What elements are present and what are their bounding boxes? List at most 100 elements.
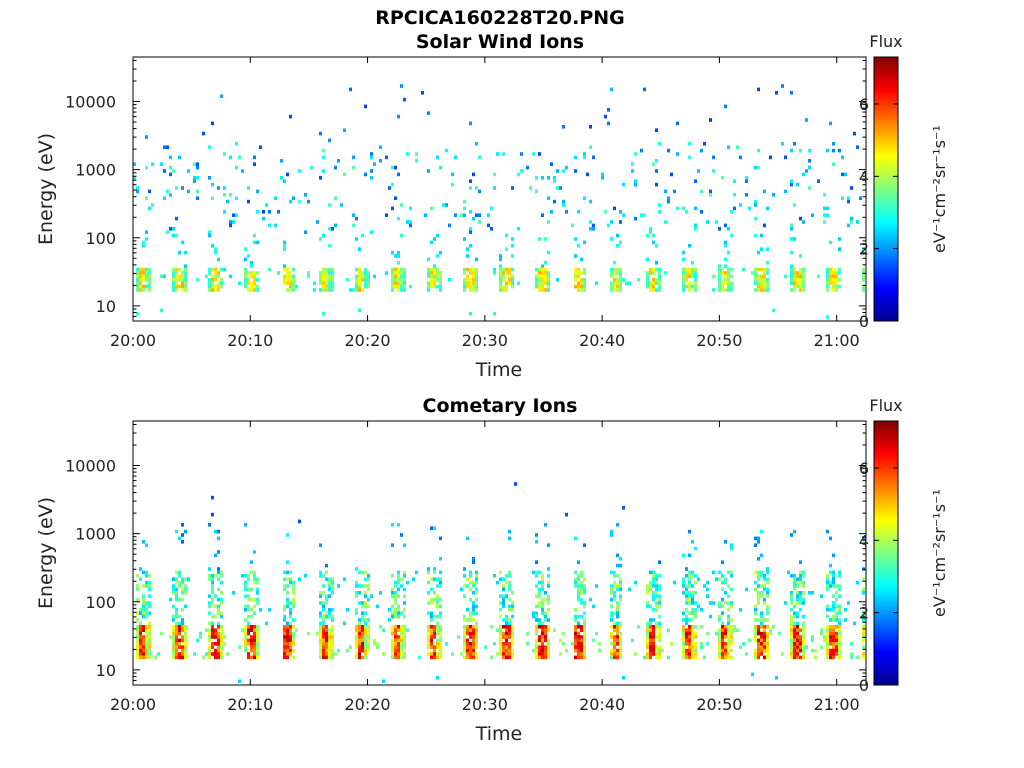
heatmap-cell — [427, 271, 430, 275]
heatmap-cell — [469, 186, 472, 190]
heatmap-cell — [181, 288, 184, 292]
heatmap-cell — [718, 655, 721, 660]
heatmap-cell — [493, 186, 496, 190]
heatmap-cell — [181, 621, 184, 626]
heatmap-cell — [139, 271, 142, 275]
heatmap-cell — [217, 274, 220, 279]
heatmap-cell — [640, 213, 643, 217]
heatmap-cell — [223, 635, 226, 639]
heatmap-cell — [538, 587, 541, 592]
heatmap-cell — [178, 267, 181, 272]
heatmap-cell — [745, 652, 748, 656]
heatmap-cell — [580, 271, 583, 275]
heatmap-cell — [475, 645, 478, 649]
heatmap-cell — [334, 196, 337, 200]
heatmap-cell — [175, 652, 178, 656]
heatmap-cell — [583, 240, 586, 245]
heatmap-cell — [469, 244, 472, 248]
heatmap-cell — [505, 614, 508, 619]
heatmap-cell — [430, 267, 433, 272]
heatmap-cell — [652, 631, 655, 636]
heatmap-cell — [148, 267, 151, 272]
heatmap-cell — [535, 560, 538, 564]
heatmap-cell — [760, 642, 763, 646]
heatmap-cell — [178, 614, 181, 619]
heatmap-cell — [721, 580, 724, 585]
heatmap-cell — [535, 540, 538, 544]
heatmap-cell — [652, 240, 655, 245]
heatmap-cell — [619, 625, 622, 629]
heatmap-cell — [250, 645, 253, 649]
heatmap-cell — [367, 271, 370, 275]
heatmap-cell — [847, 199, 850, 204]
heatmap-cell — [499, 577, 502, 581]
heatmap-cell — [508, 536, 511, 541]
heatmap-cell — [391, 206, 394, 211]
heatmap-cell — [838, 608, 841, 612]
heatmap-cell — [250, 635, 253, 639]
heatmap-cell — [292, 284, 295, 289]
heatmap-cell — [760, 614, 763, 619]
heatmap-cell — [403, 274, 406, 279]
heatmap-cell — [181, 618, 184, 622]
heatmap-cell — [802, 652, 805, 656]
heatmap-cell — [508, 655, 511, 660]
heatmap-cell — [136, 186, 139, 190]
heatmap-cell — [793, 237, 796, 241]
heatmap-cell — [331, 618, 334, 622]
heatmap-cell — [331, 648, 334, 653]
heatmap-cell — [142, 240, 145, 245]
x-axis: 20:00 20:10 20:20 20:30 20:40 20:50 21:00 — [110, 421, 860, 714]
heatmap-cell — [781, 652, 784, 656]
heatmap-cell — [706, 587, 709, 592]
heatmap-cell — [802, 597, 805, 602]
heatmap-cell — [433, 237, 436, 241]
heatmap-cell — [175, 635, 178, 639]
heatmap-cell — [610, 284, 613, 289]
heatmap-cell — [685, 587, 688, 592]
heatmap-cell — [583, 591, 586, 595]
heatmap-cell — [583, 196, 586, 200]
heatmap-cell — [832, 631, 835, 636]
heatmap-cell — [742, 267, 745, 272]
heatmap-cell — [574, 631, 577, 636]
heatmap-cell — [184, 584, 187, 588]
heatmap-cell — [253, 580, 256, 585]
heatmap-cell — [394, 628, 397, 632]
heatmap-cell — [613, 625, 616, 629]
heatmap-cell — [760, 274, 763, 279]
heatmap-cells — [133, 84, 865, 319]
heatmap-cell — [658, 638, 661, 643]
heatmap-cell — [292, 584, 295, 588]
heatmap-cell — [538, 638, 541, 643]
heatmap-cell — [322, 288, 325, 292]
heatmap-cell — [541, 628, 544, 632]
heatmap-cell — [214, 604, 217, 609]
heatmap-cell — [367, 618, 370, 622]
heatmap-cell — [178, 652, 181, 656]
heatmap-cell — [469, 288, 472, 292]
heatmap-cell — [832, 608, 835, 612]
heatmap-cell — [613, 288, 616, 292]
heatmap-cell — [382, 652, 385, 656]
heatmap-cell — [682, 611, 685, 615]
heatmap-cells — [136, 482, 865, 683]
heatmap-cell — [838, 267, 841, 272]
heatmap-cell — [508, 648, 511, 653]
heatmap-cell — [397, 281, 400, 285]
heatmap-cell — [286, 625, 289, 629]
heatmap-cell — [538, 284, 541, 289]
heatmap-cell — [574, 635, 577, 639]
heatmap-cell — [757, 655, 760, 660]
heatmap-cell — [472, 281, 475, 285]
heatmap-cell — [322, 604, 325, 609]
heatmap-cell — [835, 597, 838, 602]
heatmap-cell — [325, 631, 328, 636]
heatmap-cell — [796, 648, 799, 653]
heatmap-cell — [244, 247, 247, 251]
heatmap-cell — [436, 614, 439, 619]
heatmap-cell — [655, 587, 658, 592]
panel-solar-wind-ions: Solar Wind Ions 20:00 20:10 20:20 20:30 20:4… — [35, 31, 949, 381]
heatmap-cell — [283, 244, 286, 248]
heatmap-cell — [544, 611, 547, 615]
